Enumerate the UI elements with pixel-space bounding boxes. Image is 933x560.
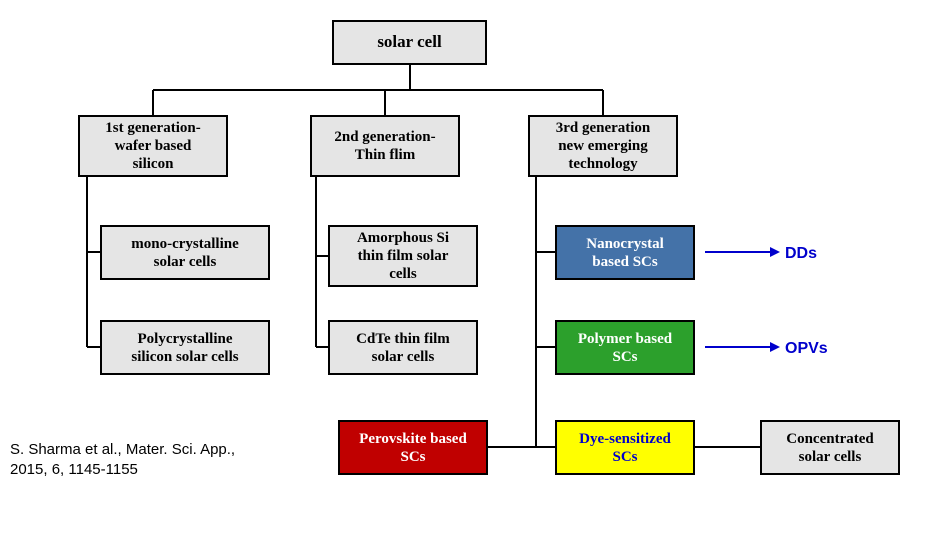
node-gen3: 3rd generationnew emergingtechnology xyxy=(528,115,678,177)
node-polymer: Polymer basedSCs xyxy=(555,320,695,375)
node-gen1: 1st generation-wafer basedsilicon xyxy=(78,115,228,177)
node-poly: Polycrystallinesilicon solar cells xyxy=(100,320,270,375)
node-conc: Concentratedsolar cells xyxy=(760,420,900,475)
annotation-dds: DDs xyxy=(785,245,817,263)
citation-line1: S. Sharma et al., Mater. Sci. App., xyxy=(10,441,235,458)
arrowhead-opvs xyxy=(770,342,780,352)
node-root: solar cell xyxy=(332,20,487,65)
node-amorphous: Amorphous Sithin film solarcells xyxy=(328,225,478,287)
node-perov: Perovskite basedSCs xyxy=(338,420,488,475)
node-mono: mono-crystallinesolar cells xyxy=(100,225,270,280)
annotation-opvs: OPVs xyxy=(785,340,828,358)
citation: S. Sharma et al., Mater. Sci. App., 2015… xyxy=(10,440,235,479)
node-gen2: 2nd generation-Thin flim xyxy=(310,115,460,177)
node-dye: Dye-sensitizedSCs xyxy=(555,420,695,475)
citation-line2: 2015, 6, 1145-1155 xyxy=(10,461,138,478)
node-cdte: CdTe thin filmsolar cells xyxy=(328,320,478,375)
node-nano: Nanocrystalbased SCs xyxy=(555,225,695,280)
arrowhead-dds xyxy=(770,247,780,257)
